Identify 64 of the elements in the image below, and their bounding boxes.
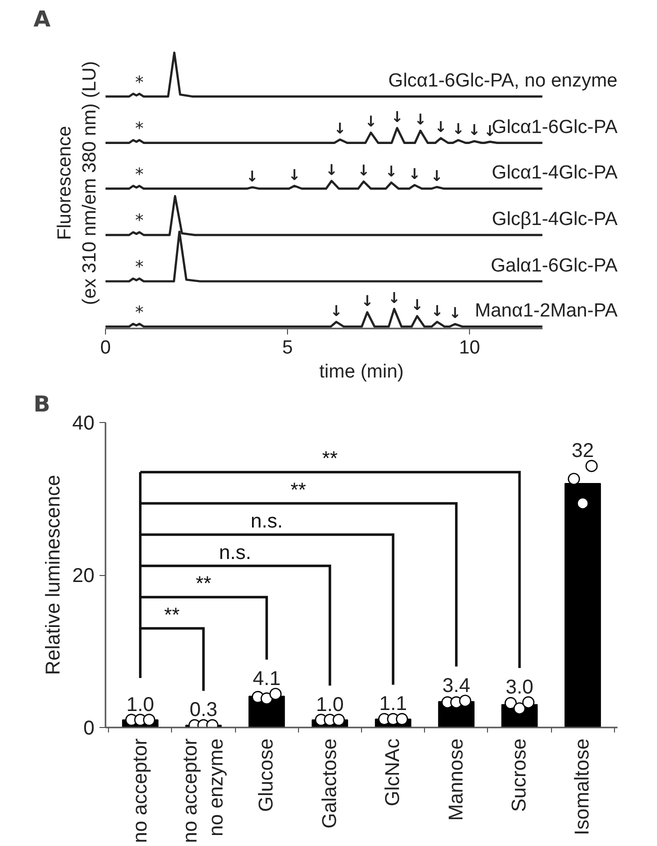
annotation: ↓	[468, 121, 481, 140]
x-tick-label: no acceptor	[129, 738, 152, 844]
annotation: ↓	[330, 302, 343, 320]
annotation: ↓	[390, 108, 404, 126]
annotation: n.s.	[250, 510, 283, 533]
series-label: Glcβ1-4Glc-PA	[492, 208, 618, 230]
y-tick-label: 20	[72, 565, 95, 587]
x-tick-label: 10	[458, 338, 480, 358]
data-label: 3.0	[506, 676, 534, 698]
x-tick-label: Mannose	[445, 738, 468, 821]
y-tick-label: 40	[72, 412, 95, 434]
x-tick-label: GlcNAc	[382, 738, 404, 806]
data-label: 4.1	[252, 668, 281, 690]
annotation: *	[135, 72, 144, 93]
x-tick-label: no acceptor no enzyme	[179, 738, 228, 844]
annotation: *	[135, 258, 144, 278]
annotation: *	[135, 211, 144, 232]
annotation: ↓	[357, 161, 370, 180]
annotation: ↓	[360, 292, 374, 310]
annotation: ↓	[364, 112, 378, 131]
chart-title: B	[34, 392, 50, 418]
x-tick-label: Sucrose	[508, 738, 531, 812]
x-axis-title: time (min)	[319, 362, 404, 382]
annotation: ↓	[384, 162, 398, 181]
annotation: ↓	[408, 165, 421, 184]
data-label: 32	[572, 440, 594, 462]
annotation: **	[164, 604, 180, 626]
annotation: ↓	[246, 167, 259, 186]
y-axis-title: Fluorescence (ex 310 nm/em 380 nm) (LU)	[54, 61, 100, 305]
data-label: 1.0	[316, 694, 344, 716]
x-tick-label: Glucose	[256, 738, 278, 812]
annotation: *	[135, 302, 144, 323]
annotation: ↓	[452, 120, 465, 138]
annotation: ↓	[388, 288, 400, 307]
annotation: ↓	[410, 296, 424, 314]
annotation: ↓	[430, 167, 444, 185]
annotation: n.s.	[218, 542, 252, 564]
data-label: 1.1	[379, 693, 408, 716]
chart-title: A	[34, 8, 51, 32]
data-label: 1.0	[126, 694, 154, 716]
data-label: 0.3	[190, 699, 218, 722]
annotation: ↓	[325, 160, 338, 179]
series-label: Glcα1-4Glc-PA	[492, 162, 618, 184]
annotation: **	[322, 448, 338, 470]
y-tick-label: 0	[83, 718, 94, 740]
series-label: Manα1-2Man-PA	[474, 300, 618, 322]
annotation: ↓	[430, 302, 444, 320]
annotation: ↓	[448, 304, 462, 322]
annotation: ↓	[334, 120, 346, 138]
x-tick-label: 0	[100, 338, 111, 358]
x-tick-label: Galactose	[318, 738, 341, 829]
annotation: **	[290, 479, 306, 502]
annotation: *	[135, 164, 144, 185]
annotation: **	[196, 573, 212, 596]
annotation: ↓	[434, 118, 448, 136]
data-label: 3.4	[442, 674, 470, 697]
annotation: ↓	[288, 166, 301, 184]
x-tick-label: Isomaltose	[572, 738, 594, 836]
series-label: Galα1-6Glc-PA	[490, 255, 618, 276]
annotation: *	[135, 119, 144, 140]
x-tick-label: 5	[282, 338, 293, 358]
annotation: ↓	[414, 110, 427, 129]
y-axis-title: Relative luminescence	[42, 474, 64, 676]
series-label: Glcα1-6Glc-PA, no enzyme	[388, 70, 618, 92]
